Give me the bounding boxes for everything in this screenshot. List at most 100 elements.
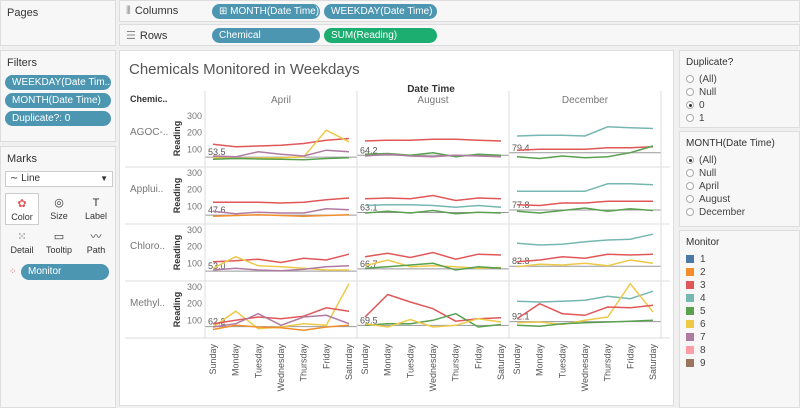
series-line [364,293,502,322]
detail-button-label: Detail [10,245,34,255]
row-pill-sum-reading[interactable]: SUM(Reading) [324,28,437,43]
legend-item[interactable]: 4 [686,292,706,305]
legend-item-label: 3 [700,280,706,291]
color-button[interactable]: ✿ Color [5,193,39,225]
reference-label: 79.4 [512,143,530,153]
weekday-tick-label: Sunday [512,344,522,375]
legend-item-label: 4 [700,293,706,304]
filters-shelf[interactable]: Filters WEEKDAY(Date Tim.. MONTH(Date Ti… [0,50,116,142]
radio-icon[interactable] [686,169,694,177]
path-button-label: Path [86,245,106,255]
reference-label: 69.5 [360,315,378,325]
legend-item[interactable]: 6 [686,318,706,331]
y-tick-label: 300 [187,225,202,235]
series-line [364,209,502,215]
marks-title: Marks [7,153,37,165]
series-line [516,302,654,320]
series-line [212,208,350,215]
series-line [364,317,502,328]
column-pill-month-label: MONTH(Date Time) [230,6,320,17]
duplicate-filter-option[interactable]: (All) [686,73,717,86]
legend-item[interactable]: 3 [686,279,706,292]
weekday-tick-label: Thursday [603,344,613,382]
left-panel: Pages Filters WEEKDAY(Date Tim.. MONTH(D… [0,0,116,408]
filters-title: Filters [7,57,37,69]
legend-item[interactable]: 9 [686,357,706,370]
month-filter-option[interactable]: (All) [686,154,717,167]
monitor-legend: Monitor 1 2 3 4 5 6 7 8 9 [679,230,800,408]
radio-icon[interactable] [686,75,694,83]
series-line [212,213,350,218]
weekday-tick-label: Monday [535,344,545,377]
duplicate-filter-title: Duplicate? [686,57,734,68]
chemical-label: Chloro.. [130,241,165,252]
radio-icon[interactable] [686,195,694,203]
reference-label: 63.1 [360,202,378,212]
mark-type-dropdown[interactable]: ∼ Line ▼ [5,171,113,187]
column-pill-weekday[interactable]: WEEKDAY(Date Time) [324,4,437,19]
weekday-tick-label: Wednesday [580,344,590,392]
legend-swatch [686,359,694,367]
legend-item[interactable]: 1 [686,253,706,266]
weekday-tick-label: Sunday [208,344,218,375]
legend-item-label: 6 [700,319,706,330]
duplicate-filter-option[interactable]: Null [686,86,716,99]
filter-pill-duplicate[interactable]: Duplicate?: 0 [5,111,111,126]
weekday-tick-label: Sunday [360,344,370,375]
radio-icon[interactable] [686,156,694,164]
month-filter-option[interactable]: Null [686,167,716,180]
month-filter-title: MONTH(Date Time) [686,138,775,149]
tooltip-button[interactable]: ▭ Tooltip [42,227,76,259]
series-line [212,283,350,330]
label-button[interactable]: T Label [79,193,113,225]
radio-icon[interactable] [686,114,694,122]
chemical-label: Applui.. [130,184,163,195]
duplicate-filter-option[interactable]: 1 [686,112,705,125]
path-button[interactable]: 〰 Path [79,227,113,259]
legend-swatch [686,281,694,289]
legend-item[interactable]: 5 [686,305,706,318]
plus-icon: ⊞ [219,6,231,17]
month-filter-option[interactable]: August [686,193,730,206]
row-pill-chemical[interactable]: Chemical [212,28,320,43]
radio-icon[interactable] [686,182,694,190]
detail-button[interactable]: ⁙ Detail [5,227,39,259]
legend-item[interactable]: 2 [686,266,706,279]
radio-icon[interactable] [686,88,694,96]
filter-pill-weekday[interactable]: WEEKDAY(Date Tim.. [5,75,111,90]
duplicate-filter-option[interactable]: 0 [686,99,705,112]
y-tick-label: 300 [187,111,202,121]
legend-swatch [686,268,694,276]
filter-pill-month[interactable]: MONTH(Date Time) [5,93,111,108]
size-button[interactable]: ◎ Size [42,193,76,225]
pages-title: Pages [7,7,39,19]
rows-shelf[interactable]: ☰ Rows Chemical SUM(Reading) [119,24,800,46]
monitor-color-pill[interactable]: Monitor [21,264,109,280]
series-line [516,207,654,214]
legend-item[interactable]: 8 [686,344,706,357]
reference-label: 64.2 [360,145,378,155]
series-line [516,282,654,326]
month-filter-option[interactable]: December [686,206,745,219]
tooltip-icon: ▭ [53,231,65,243]
shelves: ⦀ Columns ⊞ MONTH(Date Time) WEEKDAY(Date… [119,0,800,46]
series-line [364,259,502,270]
series-line [516,200,653,207]
legend-item-label: 5 [700,306,706,317]
column-header: Date Time [407,84,455,95]
radio-icon[interactable] [686,208,694,216]
radio-icon[interactable] [686,101,694,109]
month-filter-option-label: Null [699,168,717,179]
series-line [212,265,350,272]
legend-swatch [686,320,694,328]
weekday-tick-label: Saturday [648,344,658,381]
path-icon: 〰 [90,231,102,243]
legend-item[interactable]: 7 [686,331,706,344]
series-line [212,312,350,328]
month-filter-option[interactable]: April [686,180,719,193]
color-button-label: Color [11,212,33,222]
pages-shelf[interactable]: Pages [0,0,116,46]
chart-view: Chemicals Monitored in Weekdays Date Tim… [119,50,674,406]
columns-shelf[interactable]: ⦀ Columns ⊞ MONTH(Date Time) WEEKDAY(Date… [119,0,800,22]
column-pill-month[interactable]: ⊞ MONTH(Date Time) [212,4,320,19]
